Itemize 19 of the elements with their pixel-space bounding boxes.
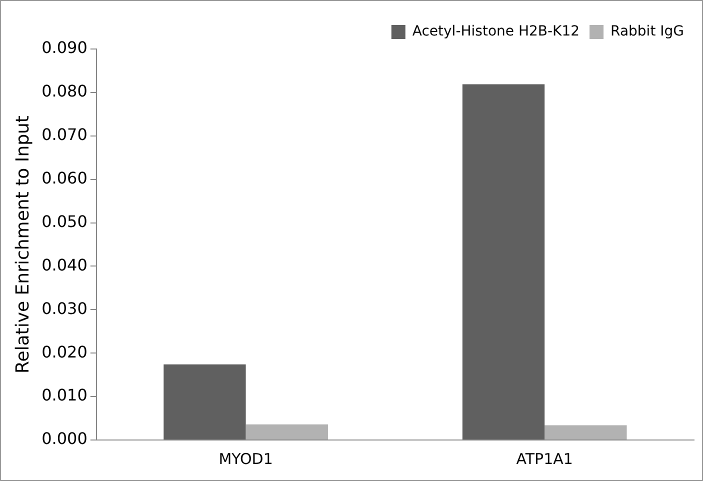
legend-label: Rabbit IgG [610,24,684,40]
x-tick-label: ATP1A1 [516,450,573,468]
bar [164,364,246,440]
y-tick-label: 0.070 [42,125,88,144]
y-tick-label: 0.030 [42,298,88,318]
y-tick-label: 0.080 [42,82,88,101]
x-tick-label: MYOD1 [218,450,273,468]
y-tick-label: 0.010 [42,386,88,405]
bar [462,84,545,440]
y-tick-label: 0.040 [42,255,88,274]
y-tick-label: 0.020 [42,342,88,362]
bar [246,424,328,440]
bar [544,425,627,440]
y-tick-label: 0.090 [42,38,88,58]
y-tick-label: 0.000 [42,429,88,448]
y-tick-label: 0.060 [42,168,88,188]
y-axis-title: Relative Enrichment to Input [12,116,34,374]
legend-label: Acetyl-Histone H2B-K12 [412,24,580,40]
y-tick-label: 0.050 [42,212,88,231]
